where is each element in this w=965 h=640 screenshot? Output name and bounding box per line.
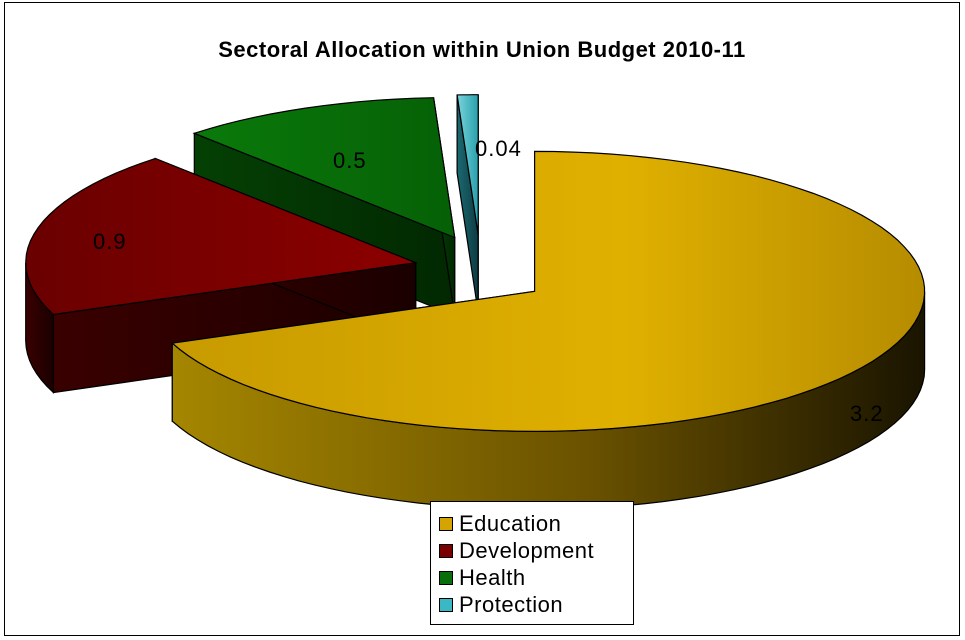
data-label-health: 0.5 xyxy=(333,148,367,173)
legend-label-protection: Protection xyxy=(459,591,564,617)
slice-health-top xyxy=(192,97,456,239)
legend: Education Development Health Protection xyxy=(430,501,634,625)
legend-swatch-education xyxy=(439,516,453,531)
slice-education xyxy=(170,150,926,511)
chart-title: Sectoral Allocation within Union Budget … xyxy=(218,37,746,62)
slice-education-top xyxy=(170,150,926,433)
legend-swatch-development xyxy=(439,543,453,558)
slice-development-top xyxy=(25,157,419,316)
slice-development xyxy=(25,157,419,394)
slice-protection xyxy=(456,94,479,313)
legend-item-health: Health xyxy=(439,564,633,591)
legend-swatch-protection xyxy=(439,597,453,612)
data-label-education: 3.2 xyxy=(850,401,884,426)
chart-frame: Sectoral Allocation within Union Budget … xyxy=(4,2,960,636)
data-label-development: 0.9 xyxy=(93,229,127,254)
data-label-protection: 0.04 xyxy=(475,136,522,161)
legend-label-education: Education xyxy=(459,510,562,536)
legend-label-health: Health xyxy=(459,564,526,590)
legend-item-protection: Protection xyxy=(439,591,633,618)
legend-swatch-health xyxy=(439,570,453,585)
pie-chart: 3.2 0.9 0.5 0.04 xyxy=(25,94,926,511)
legend-item-development: Development xyxy=(439,537,633,564)
slice-protection-top xyxy=(456,94,479,235)
legend-item-education: Education xyxy=(439,510,633,537)
legend-label-development: Development xyxy=(459,537,595,563)
